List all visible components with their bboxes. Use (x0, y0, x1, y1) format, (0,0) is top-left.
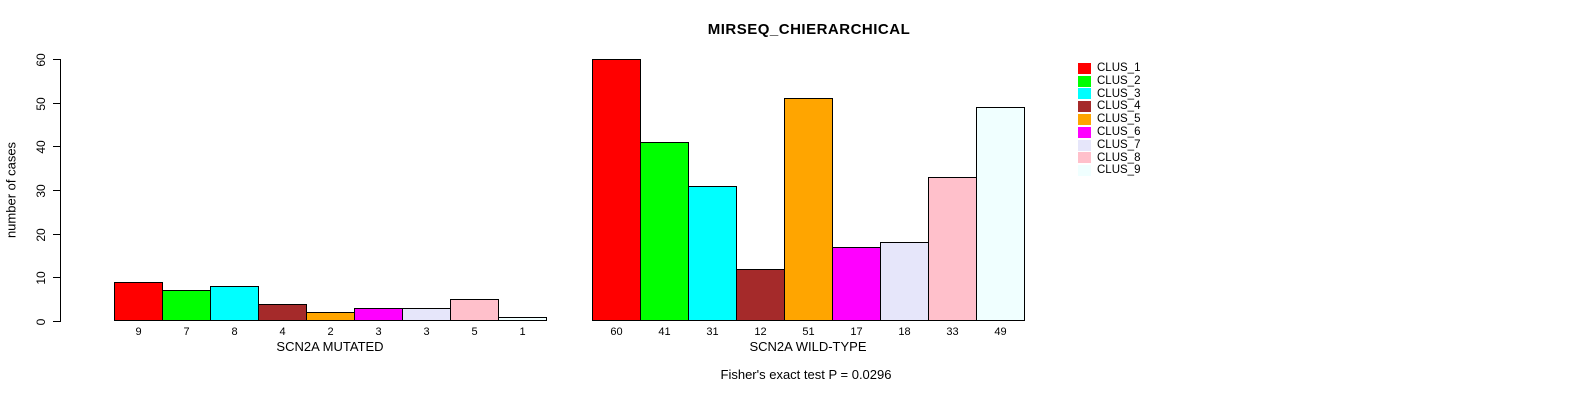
legend-label: CLUS_2 (1097, 74, 1141, 87)
bar-value-label: 2 (327, 326, 334, 338)
bar (498, 317, 547, 321)
bar-value-label: 3 (375, 326, 382, 338)
y-tick (53, 59, 60, 60)
legend-swatch (1078, 152, 1091, 164)
bar (976, 107, 1025, 321)
right-group-axis-label: SCN2A WILD-TYPE (749, 339, 867, 354)
legend-swatch (1078, 139, 1091, 151)
y-tick (53, 234, 60, 235)
bar (162, 290, 211, 321)
legend-swatch (1078, 101, 1091, 113)
legend-label: CLUS_3 (1097, 87, 1141, 100)
bar-value-label: 17 (850, 326, 863, 338)
bar (258, 304, 307, 321)
bar-value-label: 1 (519, 326, 526, 338)
bar-value-label: 3 (423, 326, 430, 338)
bar-value-label: 60 (610, 326, 623, 338)
bar (928, 177, 977, 321)
bar (640, 142, 689, 321)
left-group-axis-label: SCN2A MUTATED (276, 339, 384, 354)
legend-item: CLUS_4 (1078, 100, 1140, 113)
legend-item: CLUS_3 (1078, 88, 1140, 101)
y-tick (53, 277, 60, 278)
bar (450, 299, 499, 321)
bar (880, 242, 929, 321)
bar-value-label: 41 (658, 326, 671, 338)
bar (114, 282, 163, 321)
legend-swatch (1078, 126, 1091, 138)
bar (210, 286, 259, 321)
y-axis-line (60, 59, 61, 322)
bar (592, 59, 641, 321)
y-tick (53, 190, 60, 191)
bar (306, 312, 355, 321)
y-tick-label: 40 (34, 139, 48, 154)
bar-value-label: 8 (231, 326, 238, 338)
bar (402, 308, 451, 321)
legend-item: CLUS_7 (1078, 139, 1140, 152)
bar-value-label: 12 (754, 326, 767, 338)
chart-title: MIRSEQ_CHIERARCHICAL (707, 21, 911, 38)
legend-label: CLUS_4 (1097, 100, 1141, 113)
legend-label: CLUS_5 (1097, 113, 1141, 126)
y-tick-label: 30 (34, 183, 48, 198)
bar-value-label: 49 (994, 326, 1007, 338)
legend: CLUS_1 CLUS_2 CLUS_3 CLUS_4 CLUS_5 CLUS_6 CLUS… (1078, 62, 1140, 177)
legend-label: CLUS_7 (1097, 138, 1141, 151)
bar (354, 308, 403, 321)
legend-item: CLUS_1 (1078, 62, 1140, 75)
bar (688, 186, 737, 321)
y-tick-label: 0 (34, 318, 48, 325)
legend-swatch (1078, 114, 1091, 126)
bar-value-label: 5 (471, 326, 478, 338)
bar-value-label: 18 (898, 326, 911, 338)
legend-swatch (1078, 165, 1091, 177)
legend-item: CLUS_9 (1078, 164, 1140, 177)
legend-swatch (1078, 75, 1091, 87)
y-tick (53, 146, 60, 147)
y-tick (53, 321, 60, 322)
legend-label: CLUS_9 (1097, 164, 1141, 177)
legend-label: CLUS_1 (1097, 62, 1141, 74)
legend-item: CLUS_8 (1078, 152, 1140, 165)
bar-value-label: 51 (802, 326, 815, 338)
y-tick-label: 50 (34, 96, 48, 111)
bar-value-label: 4 (279, 326, 286, 338)
bar (736, 269, 785, 321)
legend-item: CLUS_6 (1078, 126, 1140, 139)
y-tick-label: 10 (34, 270, 48, 285)
fisher-test-annotation: Fisher's exact test P = 0.0296 (720, 367, 892, 382)
bar-value-label: 33 (946, 326, 959, 338)
legend-item: CLUS_5 (1078, 113, 1140, 126)
y-tick-label: 20 (34, 227, 48, 242)
bar-value-label: 9 (135, 326, 142, 338)
legend-label: CLUS_8 (1097, 151, 1141, 164)
y-tick (53, 103, 60, 104)
bar-value-label: 7 (183, 326, 190, 338)
legend-item: CLUS_2 (1078, 75, 1140, 88)
y-tick-label: 60 (34, 52, 48, 67)
legend-swatch (1078, 62, 1091, 74)
bar (784, 98, 833, 321)
legend-label: CLUS_6 (1097, 125, 1141, 138)
legend-swatch (1078, 88, 1091, 100)
bar (832, 247, 881, 321)
bar-value-label: 31 (706, 326, 719, 338)
